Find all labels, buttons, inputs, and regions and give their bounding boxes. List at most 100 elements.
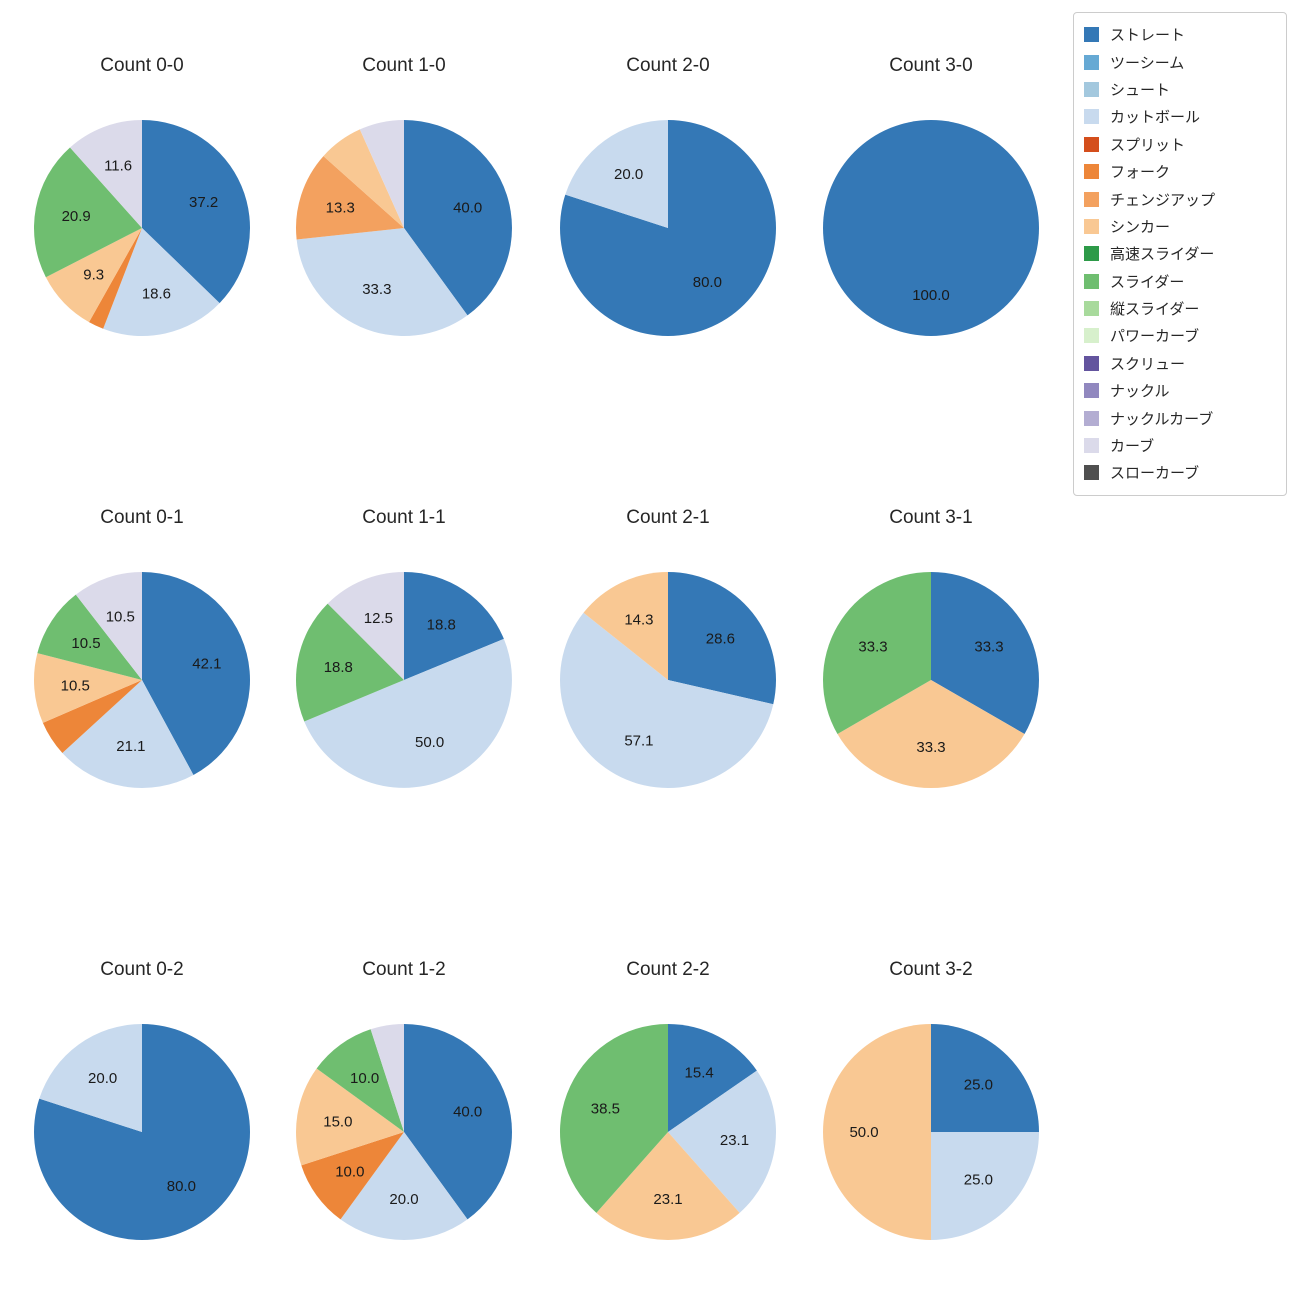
pie-slice xyxy=(70,120,142,228)
pie-slice xyxy=(823,1024,931,1240)
legend-item: パワーカーブ xyxy=(1084,322,1280,349)
pie-chart-cell-count-0-0: Count 0-0 37.2 18.6 9.3 20.9 11.6 xyxy=(30,54,254,340)
pie-chart-cell-count-2-0: Count 2-0 80.0 20.0 xyxy=(556,54,780,340)
legend-color-swatch xyxy=(1084,81,1099,97)
pie-slice xyxy=(583,572,668,680)
pie-slice-label: 50.0 xyxy=(415,734,444,751)
pie-slice-label: 18.8 xyxy=(427,616,456,633)
chart-title: Count 0-2 xyxy=(100,959,184,980)
legend-item-label: スライダー xyxy=(1110,273,1185,291)
pie-chart-container: 42.1 21.1 10.5 10.5 10.5 xyxy=(30,568,254,792)
pie-slice-label: 10.0 xyxy=(335,1163,364,1180)
pie-slice xyxy=(142,120,251,304)
pie-slice xyxy=(33,653,142,723)
pie-slice xyxy=(560,612,774,788)
pie-chart-cell-count-1-0: Count 1-0 40.0 33.3 13.3 xyxy=(292,54,516,340)
pie-slice-label: 10.5 xyxy=(61,677,90,694)
pie-slice-label: 42.1 xyxy=(192,656,221,673)
pie-slice xyxy=(301,1132,404,1220)
legend-item: スクリュー xyxy=(1084,350,1280,377)
pie-chart: 42.1 21.1 10.5 10.5 10.5 xyxy=(33,572,251,789)
pie-slice xyxy=(142,572,251,775)
legend-items: ストレート ツーシーム シュート カットボール スプリット フォーク チェンジアップ シンカー… xyxy=(1084,21,1280,487)
legend-item: スプリット xyxy=(1084,131,1280,158)
pie-slice-label: 80.0 xyxy=(167,1178,196,1195)
pie-slice xyxy=(823,120,1039,336)
pie-chart: 80.0 20.0 xyxy=(560,120,777,336)
pie-chart-container: 80.0 20.0 xyxy=(556,116,780,340)
legend-color-swatch xyxy=(1084,438,1099,454)
chart-title: Count 1-1 xyxy=(362,507,446,528)
legend-color-swatch xyxy=(1084,164,1099,180)
pie-chart-container: 37.2 18.6 9.3 20.9 11.6 xyxy=(30,116,254,340)
legend-color-swatch xyxy=(1084,191,1099,207)
legend-color-swatch xyxy=(1084,328,1099,344)
legend-color-swatch xyxy=(1084,218,1099,234)
chart-title: Count 0-0 xyxy=(100,55,184,76)
pie-slice-label: 25.0 xyxy=(964,1171,993,1188)
pie-chart: 40.0 33.3 13.3 xyxy=(296,120,512,336)
chart-title: Count 1-2 xyxy=(362,959,446,980)
pie-chart-cell-count-1-1: Count 1-1 18.8 50.0 18.8 12.5 xyxy=(292,506,516,792)
legend-color-swatch xyxy=(1084,383,1099,399)
legend-item: フォーク xyxy=(1084,158,1280,185)
legend-item: 高速スライダー xyxy=(1084,240,1280,267)
pie-slice-label: 38.5 xyxy=(591,1100,620,1117)
pie-slice xyxy=(596,1132,740,1241)
pie-slice-label: 18.8 xyxy=(324,659,353,676)
pie-chart-container: 18.8 50.0 18.8 12.5 xyxy=(292,568,516,792)
pie-slice-label: 33.3 xyxy=(974,639,1003,656)
legend-item-label: 縦スライダー xyxy=(1110,301,1200,319)
pie-chart-container: 33.3 33.3 33.3 xyxy=(819,568,1043,792)
legend-item-label: パワーカーブ xyxy=(1110,328,1200,346)
pie-slice xyxy=(359,120,404,228)
pie-slice-label: 25.0 xyxy=(964,1077,993,1094)
pie-chart: 37.2 18.6 9.3 20.9 11.6 xyxy=(33,120,251,337)
pie-chart-cell-count-3-0: Count 3-0 100.0 xyxy=(819,54,1043,340)
legend-color-swatch xyxy=(1084,27,1099,43)
chart-title: Count 1-0 xyxy=(362,55,446,76)
legend-item-label: シュート xyxy=(1110,81,1171,99)
pie-slice xyxy=(560,120,777,336)
pie-slice-label: 12.5 xyxy=(364,610,393,627)
legend-color-swatch xyxy=(1084,355,1099,371)
pie-slice-label: 20.0 xyxy=(389,1191,418,1208)
legend-item: ナックル xyxy=(1084,377,1280,404)
pie-slice xyxy=(34,1024,251,1240)
pie-chart-container: 80.0 20.0 xyxy=(30,1020,254,1244)
pie-slice-label: 20.9 xyxy=(62,208,91,225)
pie-slice-label: 100.0 xyxy=(912,287,950,304)
pie-slice xyxy=(304,638,512,788)
pie-slice-label: 11.6 xyxy=(104,157,132,174)
pie-slice xyxy=(296,156,404,240)
pie-chart-cell-count-3-2: Count 3-2 25.0 25.0 50.0 xyxy=(819,958,1043,1244)
pie-slice xyxy=(559,1024,668,1213)
legend-item-label: チェンジアップ xyxy=(1110,191,1216,209)
pie-slice xyxy=(370,1024,404,1132)
legend-item: シンカー xyxy=(1084,213,1280,240)
pie-slice xyxy=(565,120,668,228)
legend-color-swatch xyxy=(1084,246,1099,262)
legend-item-label: シンカー xyxy=(1110,218,1171,236)
pie-slice xyxy=(62,680,194,789)
legend-color-swatch xyxy=(1084,410,1099,426)
legend-item: カーブ xyxy=(1084,432,1280,459)
pie-slice-label: 18.6 xyxy=(142,285,171,302)
legend-color-swatch xyxy=(1084,54,1099,70)
legend-item: ストレート xyxy=(1084,21,1280,48)
pie-slice-label: 21.1 xyxy=(116,738,145,755)
legend-color-swatch xyxy=(1084,465,1099,481)
legend-item-label: スプリット xyxy=(1110,136,1186,154)
legend-item: 縦スライダー xyxy=(1084,295,1280,322)
pie-chart: 80.0 20.0 xyxy=(34,1024,251,1240)
legend-color-swatch xyxy=(1084,109,1099,125)
pie-chart: 18.8 50.0 18.8 12.5 xyxy=(295,572,512,788)
pie-slice xyxy=(837,680,1025,788)
legend-item-label: フォーク xyxy=(1110,164,1171,182)
pie-slice-label: 40.0 xyxy=(453,1103,482,1120)
pie-slice xyxy=(103,228,220,337)
pie-slice xyxy=(931,1024,1039,1132)
legend-item-label: ナックル xyxy=(1110,383,1170,401)
pie-chart-container: 40.0 33.3 13.3 xyxy=(292,116,516,340)
